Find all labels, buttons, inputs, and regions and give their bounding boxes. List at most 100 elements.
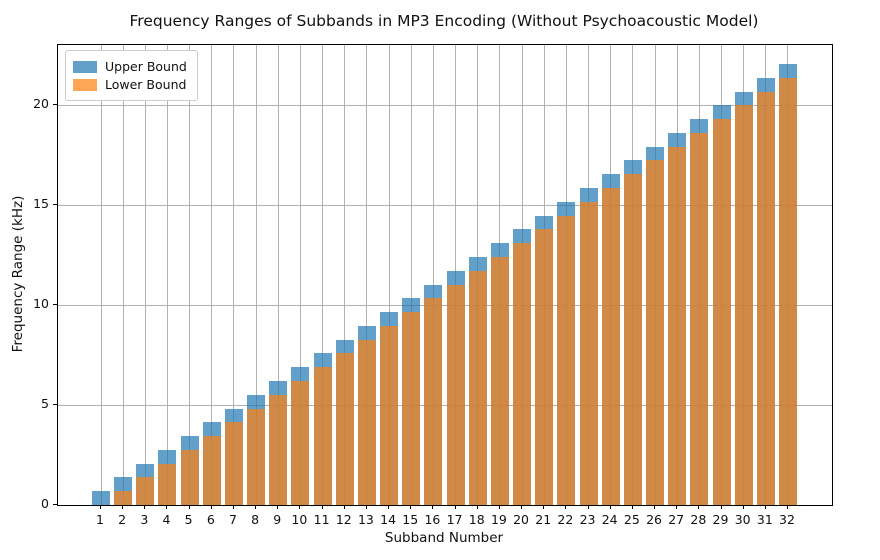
x-tick-mark — [720, 505, 722, 509]
bar-lower-bound-subband-11 — [313, 367, 332, 505]
bar-lower-bound-subband-17 — [446, 284, 465, 505]
x-tick-label: 2 — [118, 512, 127, 527]
gridline-vertical — [299, 45, 301, 505]
bar-lower-bound-subband-16 — [424, 298, 443, 505]
y-tick-label: 0 — [41, 496, 49, 511]
bar-lower-bound-subband-21 — [535, 229, 554, 505]
x-tick-label: 16 — [424, 512, 441, 527]
x-tick-label: 22 — [557, 512, 574, 527]
plot-area: Upper Bound Lower Bound — [57, 44, 833, 506]
y-tick-mark — [53, 204, 57, 205]
x-tick-label: 24 — [601, 512, 618, 527]
y-tick-mark — [53, 504, 57, 505]
x-tick-label: 20 — [513, 512, 529, 527]
legend-label: Upper Bound — [105, 59, 187, 74]
bar-lower-bound-subband-25 — [623, 174, 642, 505]
x-tick-mark — [144, 505, 146, 509]
bar-lower-bound-subband-30 — [734, 105, 753, 505]
y-tick-mark — [53, 304, 57, 305]
x-tick-mark — [100, 505, 101, 509]
x-tick-label: 11 — [313, 512, 330, 527]
x-tick-mark — [388, 505, 390, 509]
x-tick-label: 19 — [490, 512, 507, 527]
gridline-vertical — [410, 45, 412, 505]
gridline-vertical — [344, 45, 346, 505]
gridline-vertical — [189, 45, 191, 505]
x-tick-mark — [410, 505, 412, 509]
legend: Upper Bound Lower Bound — [65, 50, 198, 101]
bar-lower-bound-subband-31 — [756, 91, 775, 505]
bar-lower-bound-subband-27 — [668, 146, 687, 505]
x-tick-mark — [498, 505, 500, 509]
y-tick-mark — [53, 104, 57, 105]
x-tick-label: 1 — [96, 512, 104, 527]
bar-lower-bound-subband-3 — [136, 477, 155, 505]
bar-lower-bound-subband-2 — [114, 491, 133, 505]
legend-item: Upper Bound — [73, 59, 187, 74]
gridline-vertical — [144, 45, 146, 505]
x-tick-label: 10 — [291, 512, 308, 527]
gridline-horizontal — [58, 405, 832, 406]
bar-lower-bound-subband-5 — [180, 449, 199, 505]
x-tick-label: 15 — [402, 512, 419, 527]
chart-title: Frequency Ranges of Subbands in MP3 Enco… — [129, 12, 759, 30]
bar-lower-bound-subband-13 — [357, 339, 376, 505]
x-tick-mark — [543, 505, 545, 509]
x-tick-mark — [321, 505, 323, 509]
y-tick-label: 5 — [41, 396, 49, 411]
x-tick-mark — [565, 505, 567, 509]
x-tick-label: 3 — [140, 512, 149, 527]
legend-swatch-upper-bound — [73, 60, 97, 73]
gridline-vertical — [233, 45, 235, 505]
gridline-vertical — [432, 45, 434, 505]
x-tick-label: 4 — [162, 512, 171, 527]
bar-lower-bound-subband-12 — [335, 353, 354, 505]
bar-lower-bound-subband-20 — [513, 243, 532, 505]
bar-lower-bound-subband-23 — [579, 201, 598, 505]
x-tick-mark — [786, 505, 788, 509]
x-tick-label: 23 — [579, 512, 596, 527]
gridline-horizontal — [58, 305, 832, 306]
x-tick-mark — [764, 505, 766, 509]
x-tick-mark — [631, 505, 633, 509]
x-tick-label: 25 — [623, 512, 640, 527]
x-tick-mark — [609, 505, 611, 509]
y-tick-mark — [53, 404, 57, 405]
bar-lower-bound-subband-22 — [557, 215, 576, 505]
gridline-horizontal — [58, 105, 832, 106]
bar-lower-bound-subband-6 — [202, 436, 221, 505]
gridline-vertical — [277, 45, 279, 505]
bar-lower-bound-subband-10 — [291, 380, 310, 505]
x-tick-label: 29 — [712, 512, 729, 527]
x-axis-label: Subband Number — [384, 530, 504, 546]
x-tick-label: 32 — [779, 512, 795, 527]
x-tick-mark — [742, 505, 744, 509]
x-tick-label: 7 — [228, 512, 237, 527]
y-tick-label: 15 — [33, 196, 49, 211]
bar-lower-bound-subband-8 — [247, 408, 266, 505]
bar-lower-bound-subband-29 — [712, 119, 731, 505]
legend-swatch-lower-bound — [73, 78, 97, 91]
x-tick-mark — [255, 505, 257, 509]
x-tick-mark — [654, 505, 656, 509]
bar-upper-bound-subband-1 — [92, 491, 110, 505]
x-tick-mark — [299, 505, 301, 509]
x-tick-label: 8 — [251, 512, 260, 527]
bar-lower-bound-subband-26 — [646, 160, 665, 505]
x-tick-label: 30 — [734, 512, 751, 527]
legend-label: Lower Bound — [105, 77, 187, 92]
bar-lower-bound-subband-4 — [158, 463, 177, 505]
bar-lower-bound-subband-7 — [224, 422, 243, 505]
gridline-vertical — [366, 45, 368, 505]
x-tick-mark — [122, 505, 124, 509]
x-tick-mark — [232, 505, 234, 509]
bar-lower-bound-subband-14 — [380, 325, 399, 505]
gridline-vertical — [166, 45, 168, 505]
gridline-vertical — [100, 45, 102, 505]
x-tick-mark — [166, 505, 168, 509]
x-tick-label: 31 — [756, 512, 773, 527]
x-tick-mark — [343, 505, 345, 509]
gridline-vertical — [388, 45, 390, 505]
bar-lower-bound-subband-9 — [269, 394, 288, 505]
x-tick-label: 18 — [468, 512, 485, 527]
